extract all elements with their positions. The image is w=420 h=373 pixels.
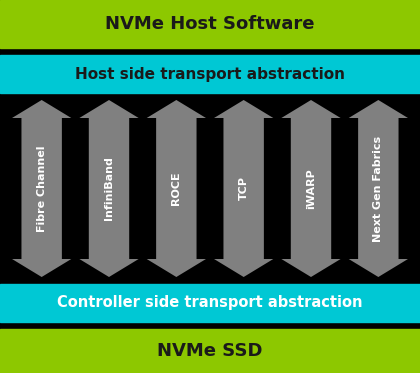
Text: Next Gen Fabrics: Next Gen Fabrics	[373, 135, 383, 242]
Polygon shape	[281, 100, 341, 277]
Text: ROCE: ROCE	[171, 172, 181, 205]
Polygon shape	[12, 100, 71, 277]
Polygon shape	[79, 100, 139, 277]
Text: iWARP: iWARP	[306, 168, 316, 209]
Text: NVMe Host Software: NVMe Host Software	[105, 15, 315, 33]
Text: NVMe SSD: NVMe SSD	[157, 342, 263, 360]
Polygon shape	[349, 100, 408, 277]
Polygon shape	[147, 100, 206, 277]
Text: Host side transport abstraction: Host side transport abstraction	[75, 66, 345, 81]
Bar	[0, 284, 420, 322]
Text: Fibre Channel: Fibre Channel	[37, 145, 47, 232]
Bar	[0, 0, 420, 48]
Bar	[0, 329, 420, 373]
Polygon shape	[214, 100, 273, 277]
Bar	[0, 55, 420, 93]
Text: Controller side transport abstraction: Controller side transport abstraction	[57, 295, 363, 310]
Text: TCP: TCP	[239, 176, 249, 201]
Text: InfiniBand: InfiniBand	[104, 157, 114, 220]
